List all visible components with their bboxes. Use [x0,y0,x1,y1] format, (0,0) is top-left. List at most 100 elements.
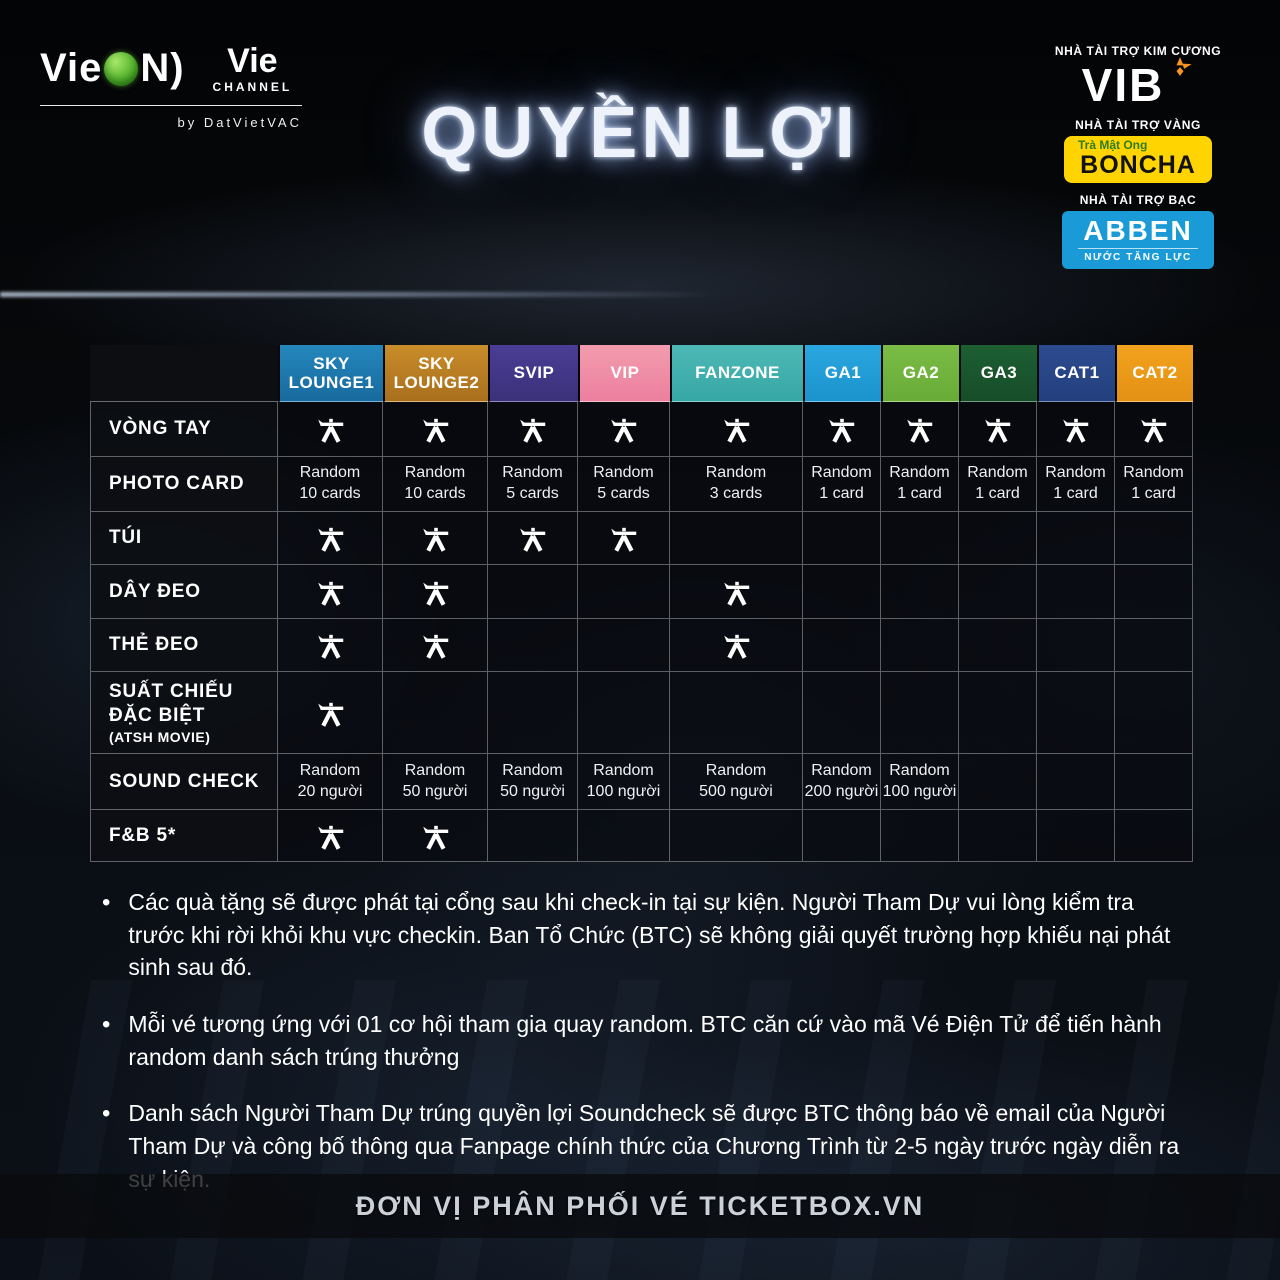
row-label-text: PHOTO CARD [109,473,245,495]
abben-logo-text: ABBEN [1083,215,1193,247]
atsh-logo-check-icon [317,634,343,659]
column-header-label: FANZONE [695,363,780,383]
benefit-cell-text: Random 1 card [1045,464,1106,502]
benefit-cell [578,810,670,862]
benefit-cell-text: Random 1 card [811,464,872,502]
benefit-cell [1037,402,1115,457]
benefit-cell [959,754,1037,810]
benefit-cell [383,810,488,862]
lens-flare-streak [0,292,720,297]
atsh-logo-check-icon [907,418,933,443]
column-header-sky-lounge-1: SKY LOUNGE1 [278,345,383,402]
benefit-cell-text: Random 1 card [889,464,950,502]
atsh-logo-check-icon [422,418,448,443]
benefit-cell [383,512,488,565]
benefit-cell: Random 10 cards [383,457,488,512]
benefit-cell [881,402,959,457]
column-header-vip: VIP [578,345,670,402]
atsh-logo-check-icon [317,581,343,606]
benefit-cell [1115,402,1193,457]
column-header-cat2: CAT2 [1115,345,1193,402]
atsh-logo-check-icon [1141,418,1167,443]
atsh-logo-check-icon [317,702,343,727]
benefit-row-label: F&B 5* [90,810,278,862]
atsh-logo-check-icon [611,418,637,443]
benefit-cell [383,619,488,672]
benefit-cell-text: Random 5 cards [593,464,654,502]
notes-list: • Các quà tặng sẽ được phát tại cổng sau… [102,886,1188,1219]
row-label-text: SOUND CHECK [109,770,260,792]
benefit-cell [1037,565,1115,619]
benefit-cell-text: Random 100 người [586,761,661,800]
benefit-cell: Random 5 cards [578,457,670,512]
vieon-logo: Vie N) [40,46,185,91]
column-header-sky-lounge-2: SKY LOUNGE2 [383,345,488,402]
benefit-cell [278,810,383,862]
benefit-cell [1037,672,1115,754]
benefit-cell-text: Random 5 cards [502,464,563,502]
benefit-cell-text: Random 100 người [882,761,957,800]
sponsors-block: NHÀ TÀI TRỢ KIM CƯƠNG VIB NHÀ TÀI TRỢ VÀ… [1022,44,1254,270]
benefit-cell [383,672,488,754]
table-corner-cell [90,345,278,402]
benefit-cell [803,402,881,457]
vie-channel-logo: Vie CHANNEL [213,44,293,93]
vieon-logo-suffix: N) [140,46,185,90]
benefit-cell: Random 100 người [578,754,670,810]
benefit-cell [881,512,959,565]
note-item: • Danh sách Người Tham Dự trúng quyền lợ… [102,1097,1188,1195]
atsh-logo-check-icon [520,527,546,552]
column-header-label: GA3 [980,363,1018,383]
benefit-cell [488,619,578,672]
benefit-cell-text: Random 10 cards [299,464,361,502]
benefit-cell [959,810,1037,862]
benefit-cell [803,565,881,619]
column-header-svip: SVIP [488,345,578,402]
benefit-cell [959,565,1037,619]
column-header-label: VIP [610,363,640,383]
benefit-cell [278,402,383,457]
bullet-icon: • [102,1100,111,1128]
benefit-cell [488,512,578,565]
atsh-logo-check-icon [422,825,448,850]
row-label-text: VÒNG TAY [109,418,212,440]
benefit-cell-text: Random 1 card [1123,464,1184,502]
benefit-cell [278,512,383,565]
benefit-cell: Random 50 người [488,754,578,810]
benefit-cell: Random 5 cards [488,457,578,512]
atsh-logo-check-icon [520,418,546,443]
benefit-cell [578,672,670,754]
benefit-row-label: DÂY ĐEO [90,565,278,619]
benefit-cell: Random 1 card [1115,457,1193,512]
row-label-text: THẺ ĐEO [109,634,200,656]
benefit-cell [803,619,881,672]
benefit-cell [670,512,803,565]
benefit-cell [383,565,488,619]
benefit-row-label: PHOTO CARD [90,457,278,512]
benefit-cell [1115,754,1193,810]
benefit-cell [881,565,959,619]
sponsor-tier-silver-label: NHÀ TÀI TRỢ BẠC [1079,193,1197,208]
benefit-cell: Random 50 người [383,754,488,810]
benefit-cell: Random 1 card [959,457,1037,512]
footer-bar: ĐƠN VỊ PHÂN PHỐI VÉ TICKETBOX.VN [0,1174,1280,1238]
atsh-logo-check-icon [422,634,448,659]
row-label-text: TÚI [109,527,143,549]
note-text: Các quà tặng sẽ được phát tại cổng sau k… [128,889,1171,981]
benefit-cell: Random 200 người [803,754,881,810]
benefit-cell [959,512,1037,565]
atsh-logo-check-icon [1063,418,1089,443]
byline: by DatVietVAC [177,115,302,130]
benefit-cell: Random 20 người [278,754,383,810]
benefit-cell [670,565,803,619]
boncha-tagline: Trà Mật Ong [1078,138,1148,152]
benefit-cell [670,810,803,862]
column-header-cat1: CAT1 [1037,345,1115,402]
page-title: QUYỀN LỢI [421,93,859,173]
benefit-row-label: TÚI [90,512,278,565]
atsh-logo-check-icon [723,581,749,606]
column-header-ga2: GA2 [881,345,959,402]
column-header-fanzone: FANZONE [670,345,803,402]
bullet-icon: • [102,889,111,916]
benefit-cell-text: Random 20 người [297,761,363,800]
